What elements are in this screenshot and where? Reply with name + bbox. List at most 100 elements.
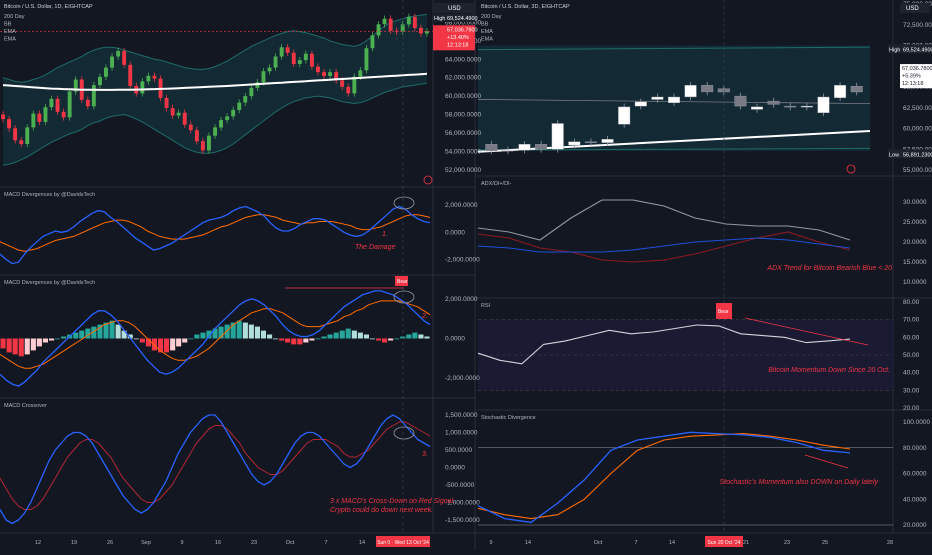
legend-entry: EMA xyxy=(4,29,16,35)
candle-body xyxy=(146,75,151,82)
indicator-tick-label: 25.0000 xyxy=(903,219,927,226)
di-minus-line xyxy=(477,231,851,263)
histogram-bar xyxy=(254,326,260,339)
histogram-bar xyxy=(127,334,133,339)
candle-body xyxy=(485,144,498,152)
alert-clock-icon[interactable] xyxy=(846,164,856,174)
indicator-tick-label: -1,000.0000 xyxy=(445,500,480,507)
annotation-number: 1. xyxy=(382,231,388,238)
histogram-bar xyxy=(230,322,236,339)
indicator-tick-label: 60.0000 xyxy=(903,471,927,478)
legend-entry: BB xyxy=(481,22,489,28)
candle-body xyxy=(37,113,42,122)
histogram-bar xyxy=(91,326,97,339)
candle-body xyxy=(73,79,78,92)
histogram-bar xyxy=(363,334,369,339)
candle-body xyxy=(419,27,423,34)
time-tick-label: Sep xyxy=(141,540,151,546)
candle-body xyxy=(734,95,747,107)
histogram-bar xyxy=(297,338,303,345)
histogram-bar xyxy=(291,338,297,345)
price-tick-label: 60,000.0000 xyxy=(903,126,932,133)
bear-badge-label: Bear xyxy=(397,279,408,285)
usd-unit-box[interactable] xyxy=(900,3,930,13)
time-tick-label: 28 xyxy=(887,540,893,546)
candle-body xyxy=(122,51,127,65)
legend-entry: BB xyxy=(4,22,12,28)
candle-body xyxy=(601,139,614,143)
high-value: 69,524.4900 xyxy=(447,16,478,22)
indicator-tick-label: -1,500.0000 xyxy=(445,517,480,524)
candle-body xyxy=(1,114,6,120)
indicator-title: RSI xyxy=(481,303,491,309)
candle-body xyxy=(194,130,199,142)
annotation-number: 2. xyxy=(421,313,428,320)
annotation-number: 3. xyxy=(422,451,428,458)
time-highlight-box xyxy=(376,536,430,547)
candle-body xyxy=(751,106,764,110)
candle-body xyxy=(25,127,30,144)
bollinger-upper xyxy=(477,46,871,51)
histogram-bar xyxy=(103,322,109,339)
last-price-text: +13.40% xyxy=(447,35,469,41)
candle-body xyxy=(376,24,381,36)
histogram-bar xyxy=(236,320,242,339)
histogram-bar xyxy=(115,324,121,339)
histogram-bar xyxy=(49,338,55,341)
signal-line xyxy=(0,214,431,252)
histogram-bar xyxy=(30,338,36,351)
indicator-tick-label: 30.00 xyxy=(903,387,920,394)
indicator-tick-label: -2,000.0000 xyxy=(445,256,480,263)
histogram-bar xyxy=(206,330,212,339)
candle-body xyxy=(364,48,369,71)
histogram-bar xyxy=(327,334,333,339)
time-tick-label: 23 xyxy=(784,540,790,546)
legend-entry: EMA xyxy=(481,29,493,35)
time-tick-label: 9 xyxy=(180,540,183,546)
candle-body xyxy=(200,141,205,151)
candle-body xyxy=(518,144,531,151)
macd-line xyxy=(0,205,431,265)
candle-body xyxy=(219,120,223,128)
histogram-bar xyxy=(55,338,61,340)
usd-unit-box[interactable] xyxy=(433,3,475,13)
histogram-bar xyxy=(267,334,273,339)
histogram-bar xyxy=(6,338,12,353)
alert-clock-icon[interactable] xyxy=(423,175,433,185)
candle-body xyxy=(182,112,187,125)
last-price-text: 67,036.7800 xyxy=(447,27,478,33)
histogram-bar xyxy=(194,334,200,339)
last-price-text: 12:13:18 xyxy=(447,42,468,48)
high-label-box xyxy=(433,14,475,22)
candle-body xyxy=(370,35,375,49)
annotation-circle xyxy=(393,426,415,440)
candle-body xyxy=(7,119,11,129)
indicator-tick-label: 15.0000 xyxy=(903,259,927,266)
candle-body xyxy=(634,101,647,107)
candle-body xyxy=(584,141,597,144)
indicator-title: MACD Divergences by @DavidsTech xyxy=(4,280,95,286)
histogram-bar xyxy=(315,338,321,340)
indicator-tick-label: 60.00 xyxy=(903,334,920,341)
candle-body xyxy=(237,102,242,110)
candle-body xyxy=(310,53,314,67)
candle-body xyxy=(19,140,24,144)
indicator-tick-label: 80.00 xyxy=(903,299,920,306)
price-tick-label: 56,000.0000 xyxy=(445,130,482,137)
indicator-tick-label: 30.0000 xyxy=(903,199,927,206)
last-price-text: 67,036.7800 xyxy=(902,66,932,72)
bear-badge xyxy=(716,303,732,319)
histogram-bar xyxy=(412,332,418,339)
histogram-bar xyxy=(176,338,182,347)
low-value: 56,891.2300 xyxy=(903,152,932,158)
candle-body xyxy=(322,72,326,76)
signal-line xyxy=(0,300,431,369)
indicator-title: Stochastic Divergence xyxy=(481,415,536,421)
candle-body xyxy=(55,98,60,112)
indicator-title: MACD Divergences by @DavidsTech xyxy=(4,192,95,198)
indicator-tick-label: -2,000.0000 xyxy=(445,375,480,382)
histogram-bar xyxy=(279,338,285,341)
candle-body xyxy=(128,64,133,86)
